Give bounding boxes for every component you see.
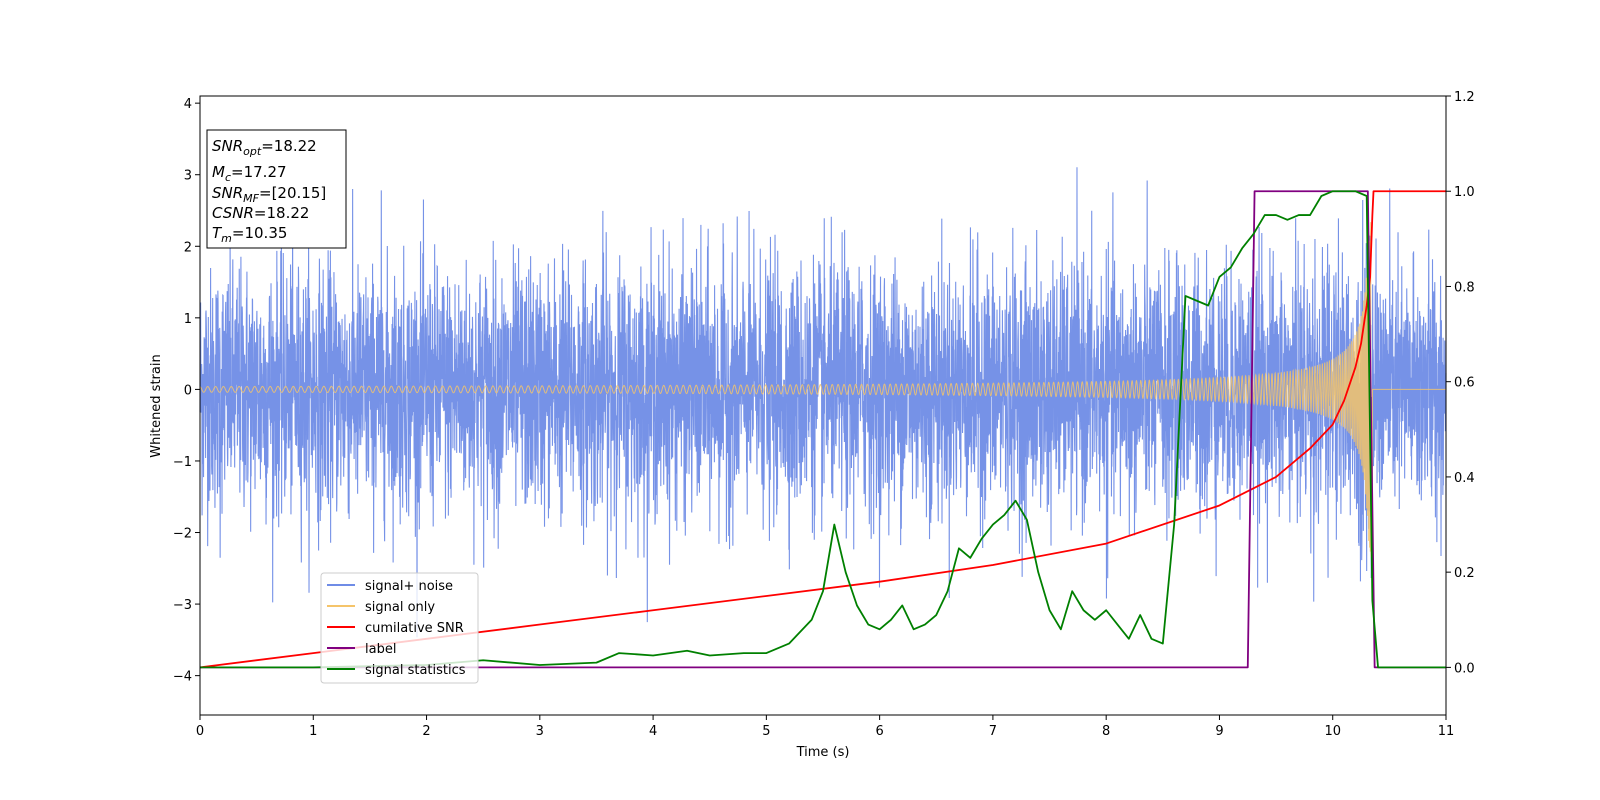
- series-signal-plus-noise: [199, 167, 1447, 638]
- y2-tick-label: 0.8: [1454, 280, 1475, 295]
- legend-frame: [320, 572, 479, 684]
- y-tick-label: −1: [173, 455, 192, 470]
- y-tick-label: −3: [173, 598, 192, 613]
- y-axis-label: Whitened strain: [149, 354, 164, 457]
- legend-label-signal-statistics: signal statistics: [365, 663, 466, 678]
- x-tick-label: 5: [762, 724, 770, 739]
- series-layer: [199, 167, 1447, 669]
- y2-tick-label: 1.0: [1454, 185, 1475, 200]
- info-csnr: CSNR=18.22: [212, 204, 309, 222]
- x-tick-label: 2: [422, 724, 430, 739]
- legend-label-label: label: [365, 642, 396, 657]
- series-signal-only: [199, 222, 1446, 558]
- info-snr-mf: SNRMF=[20.15]: [212, 184, 326, 205]
- x-tick-label: 10: [1324, 724, 1341, 739]
- info-box-frame: [206, 129, 347, 249]
- x-tick-label: 11: [1438, 724, 1455, 739]
- ticks-layer: 0 1 2 3 4 5 6 7 8 9 10 11 −4 −3 −2 −1 0 1 2 3 4 0.0 0.2 0.4 0.6 0…: [173, 90, 1475, 739]
- info-tm: Tm=10.35: [212, 224, 287, 245]
- plot-frame: [199, 95, 1447, 716]
- x-tick-label: 9: [1215, 724, 1223, 739]
- y-tick-label: 2: [184, 240, 192, 255]
- y-tick-label: 3: [184, 169, 192, 184]
- y-tick-label: 1: [184, 312, 192, 327]
- info-box: SNRopt=18.22 Mc=17.27 SNRMF=[20.15] CSNR…: [206, 129, 347, 249]
- info-mc: Mc=17.27: [212, 163, 287, 184]
- y2-tick-label: 0.4: [1454, 471, 1475, 486]
- x-tick-label: 6: [875, 724, 883, 739]
- series-signal-statistics: [200, 190, 1446, 669]
- x-axis-label: Time (s): [796, 745, 850, 760]
- x-tick-label: 1: [309, 724, 317, 739]
- y-tick-label: −2: [173, 527, 192, 542]
- y-tick-label: −4: [173, 670, 192, 685]
- x-tick-label: 8: [1102, 724, 1110, 739]
- y-tick-label: 0: [184, 383, 192, 398]
- legend: signal+ noise signal only cumilative SNR…: [320, 572, 479, 684]
- y2-tick-label: 0.2: [1454, 566, 1475, 581]
- x-tick-label: 4: [649, 724, 657, 739]
- x-tick-label: 3: [536, 724, 544, 739]
- legend-label-cumulative-snr: cumilative SNR: [365, 621, 464, 636]
- y2-tick-label: 0.0: [1454, 661, 1475, 676]
- legend-label-signal-only: signal only: [365, 600, 435, 615]
- info-snr-opt: SNRopt=18.22: [212, 137, 317, 158]
- x-tick-label: 7: [989, 724, 997, 739]
- y-tick-label: 4: [184, 97, 192, 112]
- y2-tick-label: 0.6: [1454, 376, 1475, 391]
- legend-label-signal-noise: signal+ noise: [365, 579, 453, 594]
- x-tick-label: 0: [196, 724, 204, 739]
- y2-tick-label: 1.2: [1454, 90, 1475, 105]
